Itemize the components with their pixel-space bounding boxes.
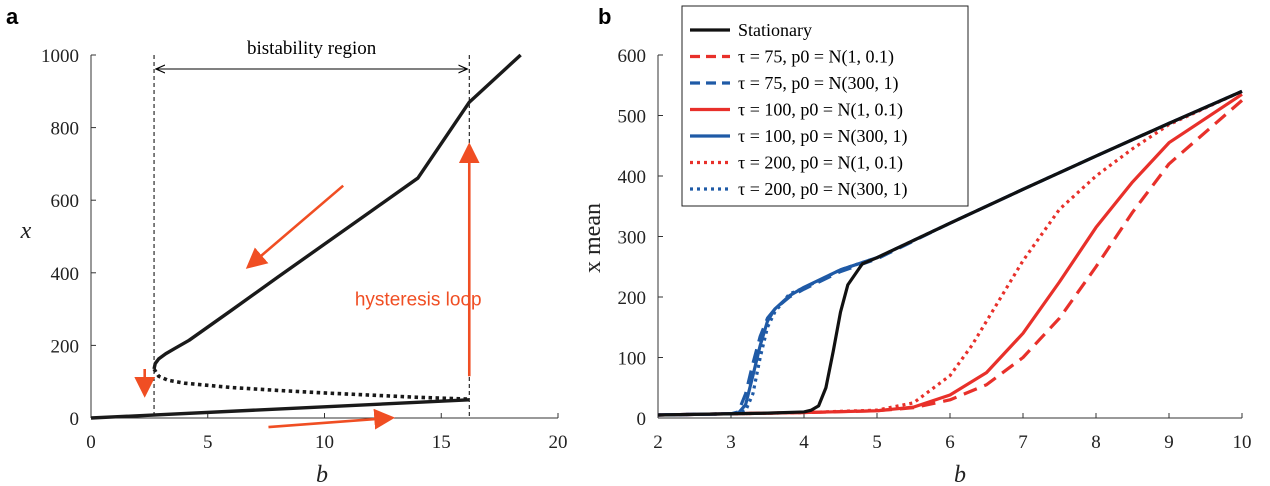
panel-b-series-line xyxy=(657,99,1244,417)
panel-a: a 0 5 10 15 20 0 200 400 600 800 1000 bistability… xyxy=(6,4,568,486)
hysteresis-arrow xyxy=(245,184,345,269)
y-tick-label: 400 xyxy=(618,167,647,188)
x-tick-label: 10 xyxy=(315,432,334,453)
legend-entry-label: τ = 75, p0 = N(1, 0.1) xyxy=(738,47,894,68)
panel-b: b 2 3 4 5 6 7 8 9 10 0 100 200 300 400 500 600 b x mea… xyxy=(580,4,1252,486)
legend-entry-label: τ = 200, p0 = N(1, 0.1) xyxy=(738,153,903,174)
x-tick-label: 5 xyxy=(872,432,882,453)
y-tick-label: 200 xyxy=(618,288,647,309)
hysteresis-arrows xyxy=(134,142,480,430)
panel-a-y-ticks: 0 200 400 600 800 1000 xyxy=(41,46,96,430)
panel-a-series-line xyxy=(90,398,470,420)
panel-a-ylabel: x xyxy=(20,218,32,244)
panel-b-x-ticks: 2 3 4 5 6 7 8 9 10 xyxy=(653,413,1252,453)
x-tick-label: 2 xyxy=(653,432,663,453)
y-tick-label: 300 xyxy=(618,228,647,249)
y-tick-label: 600 xyxy=(618,46,647,67)
panel-a-label: a xyxy=(6,4,19,29)
panel-b-xlabel: b xyxy=(954,462,966,486)
x-tick-label: 3 xyxy=(726,432,736,453)
y-tick-label: 0 xyxy=(637,409,647,430)
panel-a-series xyxy=(90,53,522,420)
legend-entry-label: τ = 200, p0 = N(300, 1) xyxy=(738,179,908,200)
x-tick-label: 4 xyxy=(799,432,809,453)
legend-entry-label: τ = 75, p0 = N(300, 1) xyxy=(738,73,899,94)
x-tick-label: 8 xyxy=(1091,432,1101,453)
y-tick-label: 800 xyxy=(51,119,80,140)
panel-b-series-line xyxy=(657,89,1243,417)
panel-b-y-ticks: 0 100 200 300 400 500 600 xyxy=(618,46,663,430)
legend-entry-label: τ = 100, p0 = N(1, 0.1) xyxy=(738,100,903,121)
x-tick-label: 5 xyxy=(203,432,213,453)
panel-b-series-line xyxy=(657,89,1243,417)
legend-entry-label: τ = 100, p0 = N(300, 1) xyxy=(738,126,908,147)
panel-b-legend: Stationary τ = 75, p0 = N(1, 0.1) τ = 75, … xyxy=(681,5,969,207)
y-tick-label: 600 xyxy=(51,191,80,212)
x-tick-label: 15 xyxy=(432,432,451,453)
bistability-region-label: bistability region xyxy=(247,38,377,59)
hysteresis-arrow xyxy=(268,408,396,430)
y-tick-label: 0 xyxy=(70,409,80,430)
panel-b-ylabel: x mean xyxy=(580,203,606,273)
hysteresis-loop-label: hysteresis loop xyxy=(355,289,482,310)
x-tick-label: 0 xyxy=(86,432,96,453)
y-tick-label: 400 xyxy=(51,264,80,285)
y-tick-label: 1000 xyxy=(41,46,79,67)
bistability-bounds xyxy=(153,55,470,418)
x-tick-label: 10 xyxy=(1233,432,1252,453)
panel-b-series xyxy=(657,89,1244,417)
x-tick-label: 6 xyxy=(945,432,955,453)
panel-a-series-line xyxy=(152,368,470,401)
panel-a-xlabel: b xyxy=(316,462,328,486)
y-tick-label: 100 xyxy=(618,349,647,370)
panel-b-label: b xyxy=(598,4,611,29)
panel-a-x-ticks: 0 5 10 15 20 xyxy=(86,413,568,453)
y-tick-label: 500 xyxy=(618,107,647,128)
y-tick-label: 200 xyxy=(51,336,80,357)
x-tick-label: 20 xyxy=(549,432,568,453)
legend-box xyxy=(681,5,969,207)
x-tick-label: 9 xyxy=(1164,432,1174,453)
legend-entry-label: Stationary xyxy=(738,20,812,40)
panel-a-series-line xyxy=(152,53,522,370)
x-tick-label: 7 xyxy=(1018,432,1028,453)
